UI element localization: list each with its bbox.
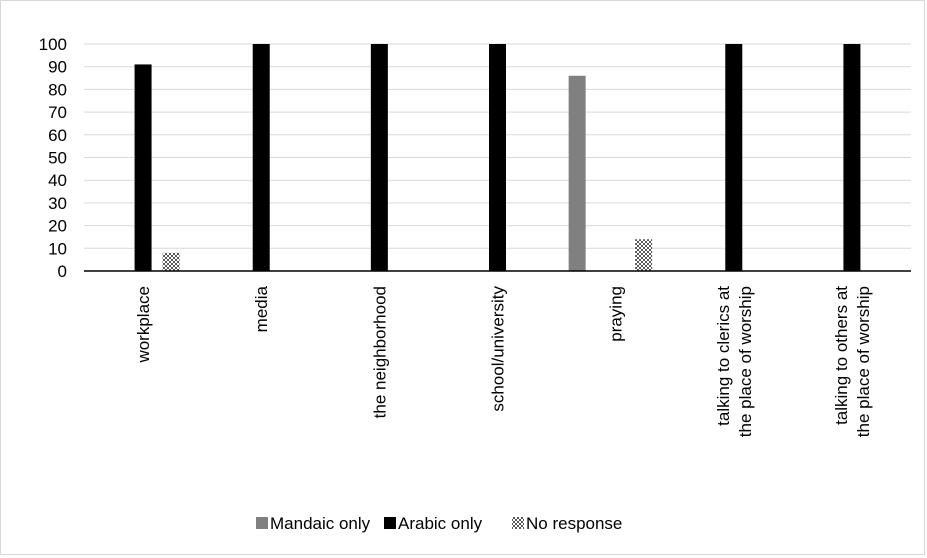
- y-axis-ticks: 0 10 20 30 40 50 60 70 80 90 100: [39, 35, 67, 281]
- x-tick-label: talking to clerics at the place of worshi…: [714, 286, 755, 437]
- y-tick-label: 30: [48, 194, 67, 213]
- bar-arabic-only: [370, 44, 388, 271]
- x-tick-label: the neighborhood: [370, 286, 389, 418]
- bar-mandaic-only: [568, 75, 586, 271]
- legend-swatch: [384, 517, 396, 529]
- y-tick-label: 80: [48, 80, 67, 99]
- x-tick-label: workplace: [134, 286, 153, 364]
- x-tick-label-line: praying: [607, 286, 626, 342]
- legend-swatch: [512, 517, 524, 529]
- bar-arabic-only: [725, 44, 743, 271]
- legend-label: Arabic only: [398, 514, 483, 533]
- bar-arabic-only: [252, 44, 270, 271]
- legend-label: Mandaic only: [270, 514, 371, 533]
- x-tick-label-line: media: [252, 285, 271, 332]
- legend-swatch: [256, 517, 268, 529]
- y-tick-label: 60: [48, 126, 67, 145]
- x-tick-label-line: school/university: [489, 286, 508, 412]
- x-tick-label: talking to others at the place of worship: [832, 286, 873, 437]
- y-tick-label: 70: [48, 103, 67, 122]
- x-tick-label: school/university: [489, 286, 508, 412]
- bar-no-response: [162, 252, 180, 271]
- bar-no-response: [635, 239, 653, 271]
- y-tick-label: 40: [48, 171, 67, 190]
- legend-label: No response: [526, 514, 622, 533]
- x-tick-label-line: workplace: [134, 286, 153, 364]
- x-tick-label-line: the place of worship: [736, 286, 755, 437]
- x-tick-label-line: the neighborhood: [370, 286, 389, 418]
- y-tick-label: 0: [58, 262, 67, 281]
- bar-arabic-only: [489, 44, 506, 271]
- y-tick-label: 20: [48, 217, 67, 236]
- x-tick-label: media: [252, 285, 271, 332]
- y-tick-label: 100: [39, 35, 67, 54]
- bar-arabic-only: [134, 64, 152, 272]
- bars: [134, 44, 861, 272]
- x-axis-labels: workplace media the neighborhood school/uni…: [134, 285, 873, 437]
- y-tick-label: 50: [48, 149, 67, 168]
- y-tick-label: 90: [48, 58, 67, 77]
- x-tick-label-line: the place of worship: [854, 286, 873, 437]
- x-tick-label: praying: [607, 286, 626, 342]
- x-tick-label-line: talking to clerics at: [714, 286, 733, 426]
- bar-arabic-only: [843, 44, 861, 271]
- y-tick-label: 10: [48, 239, 67, 258]
- legend: Mandaic only Arabic only No response: [256, 514, 622, 533]
- x-tick-label-line: talking to others at: [832, 286, 851, 425]
